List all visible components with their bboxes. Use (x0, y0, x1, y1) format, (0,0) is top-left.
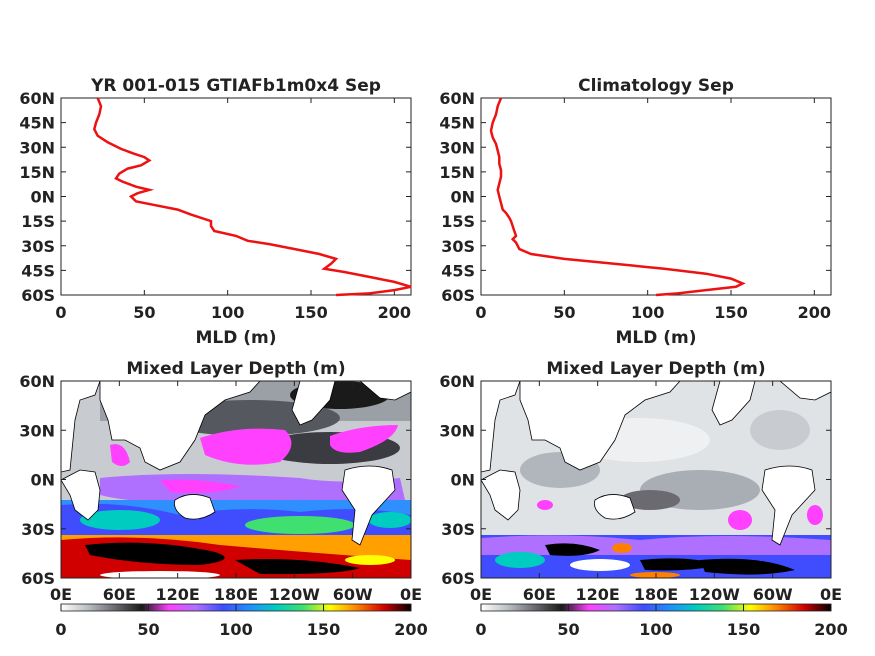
colorbar-tick-label: 0 (475, 620, 486, 639)
y-tick-label: 60S (441, 569, 475, 588)
colorbar-tick-label: 200 (814, 620, 847, 639)
y-tick-label: 60N (439, 372, 475, 391)
axis-ticks: 0 50 100 150 200 60N 45N 30N 15N 0N 15S 30S 45S 60S (439, 89, 831, 322)
y-tick-label: 60N (19, 372, 55, 391)
mld-line (489, 97, 746, 297)
y-tick-label: 60N (439, 89, 475, 108)
colorbar-tick-label: 50 (137, 620, 159, 639)
colorbar: 0 50 100 150 200 (55, 603, 428, 639)
y-tick-label: 15S (21, 212, 55, 231)
x-tick-label: 120W (269, 585, 320, 604)
colorbar-tick-label: 100 (219, 620, 252, 639)
y-tick-label: 15S (441, 212, 475, 231)
x-tick-label: 0 (55, 303, 66, 322)
y-tick-label: 30N (19, 421, 55, 440)
colorbar-tick-label: 0 (55, 620, 66, 639)
panel-title: Climatology Sep (578, 76, 734, 96)
x-axis-label: MLD (m) (615, 328, 696, 348)
y-tick-label: 15N (439, 163, 475, 182)
x-tick-label: 120W (689, 585, 740, 604)
mld-line (92, 97, 412, 297)
x-axis-label: MLD (m) (195, 328, 276, 348)
y-tick-label: 30N (439, 421, 475, 440)
y-tick-label: 30N (439, 138, 475, 157)
plot-area (60, 97, 412, 296)
x-tick-label: 120E (576, 585, 620, 604)
panel-title: YR 001-015 GTIAFb1m0x4 Sep (90, 76, 381, 96)
x-tick-label: 180E (214, 585, 258, 604)
y-tick-label: 0N (450, 471, 475, 490)
colorbar-tick-label: 150 (307, 620, 340, 639)
x-tick-label: 100 (211, 303, 244, 322)
panel-model-map: Mixed Layer Depth (m) (19, 359, 427, 639)
x-tick-label: 100 (631, 303, 664, 322)
x-tick-label: 0E (400, 585, 422, 604)
colorbar-tick-label: 50 (557, 620, 579, 639)
y-tick-label: 60N (19, 89, 55, 108)
x-tick-label: 150 (714, 303, 747, 322)
x-tick-label: 50 (553, 303, 575, 322)
x-tick-label: 200 (378, 303, 411, 322)
y-tick-label: 30S (441, 237, 475, 256)
y-tick-label: 0N (450, 188, 475, 207)
x-tick-label: 150 (294, 303, 327, 322)
y-tick-label: 15N (19, 163, 55, 182)
y-tick-label: 45S (21, 261, 55, 280)
x-tick-label: 50 (133, 303, 155, 322)
panel-title: Mixed Layer Depth (m) (126, 359, 345, 379)
mld-map (481, 381, 831, 578)
y-tick-label: 0N (30, 471, 55, 490)
panel-title: Mixed Layer Depth (m) (546, 359, 765, 379)
x-tick-label: 60E (103, 585, 136, 604)
y-tick-label: 30S (21, 237, 55, 256)
panel-climatology-profile: Climatology Sep 0 50 100 150 200 60N 45N 30N 15N… (439, 76, 832, 348)
panel-climatology-map: Mixed Layer Depth (m) (439, 359, 847, 639)
y-tick-label: 0N (30, 188, 55, 207)
mld-map (61, 381, 411, 578)
plot-area (480, 97, 832, 296)
y-tick-label: 30S (21, 520, 55, 539)
colorbar-tick-label: 150 (727, 620, 760, 639)
x-tick-label: 0E (470, 585, 492, 604)
x-tick-label: 0E (50, 585, 72, 604)
x-tick-label: 60E (523, 585, 556, 604)
y-tick-label: 60S (21, 286, 55, 305)
x-tick-label: 0 (475, 303, 486, 322)
y-tick-label: 45N (19, 114, 55, 133)
y-tick-label: 45N (439, 114, 475, 133)
x-tick-label: 0E (820, 585, 842, 604)
y-tick-label: 60S (21, 569, 55, 588)
colorbar-tick-label: 200 (394, 620, 427, 639)
panel-model-profile: YR 001-015 GTIAFb1m0x4 Sep 0 50 100 150 200 6… (19, 76, 412, 348)
y-tick-label: 30S (441, 520, 475, 539)
x-tick-label: 200 (798, 303, 831, 322)
x-tick-label: 60W (333, 585, 373, 604)
y-tick-label: 45S (441, 261, 475, 280)
colorbar-tick-label: 100 (639, 620, 672, 639)
axis-ticks: 0 50 100 150 200 60N 45N 30N 15N 0N 15S 30S 45S 60S (19, 89, 411, 322)
x-tick-label: 60W (753, 585, 793, 604)
x-tick-label: 180E (634, 585, 678, 604)
y-tick-label: 60S (441, 286, 475, 305)
y-tick-label: 30N (19, 138, 55, 157)
x-tick-label: 120E (156, 585, 200, 604)
colorbar: 0 50 100 150 200 (475, 603, 848, 639)
